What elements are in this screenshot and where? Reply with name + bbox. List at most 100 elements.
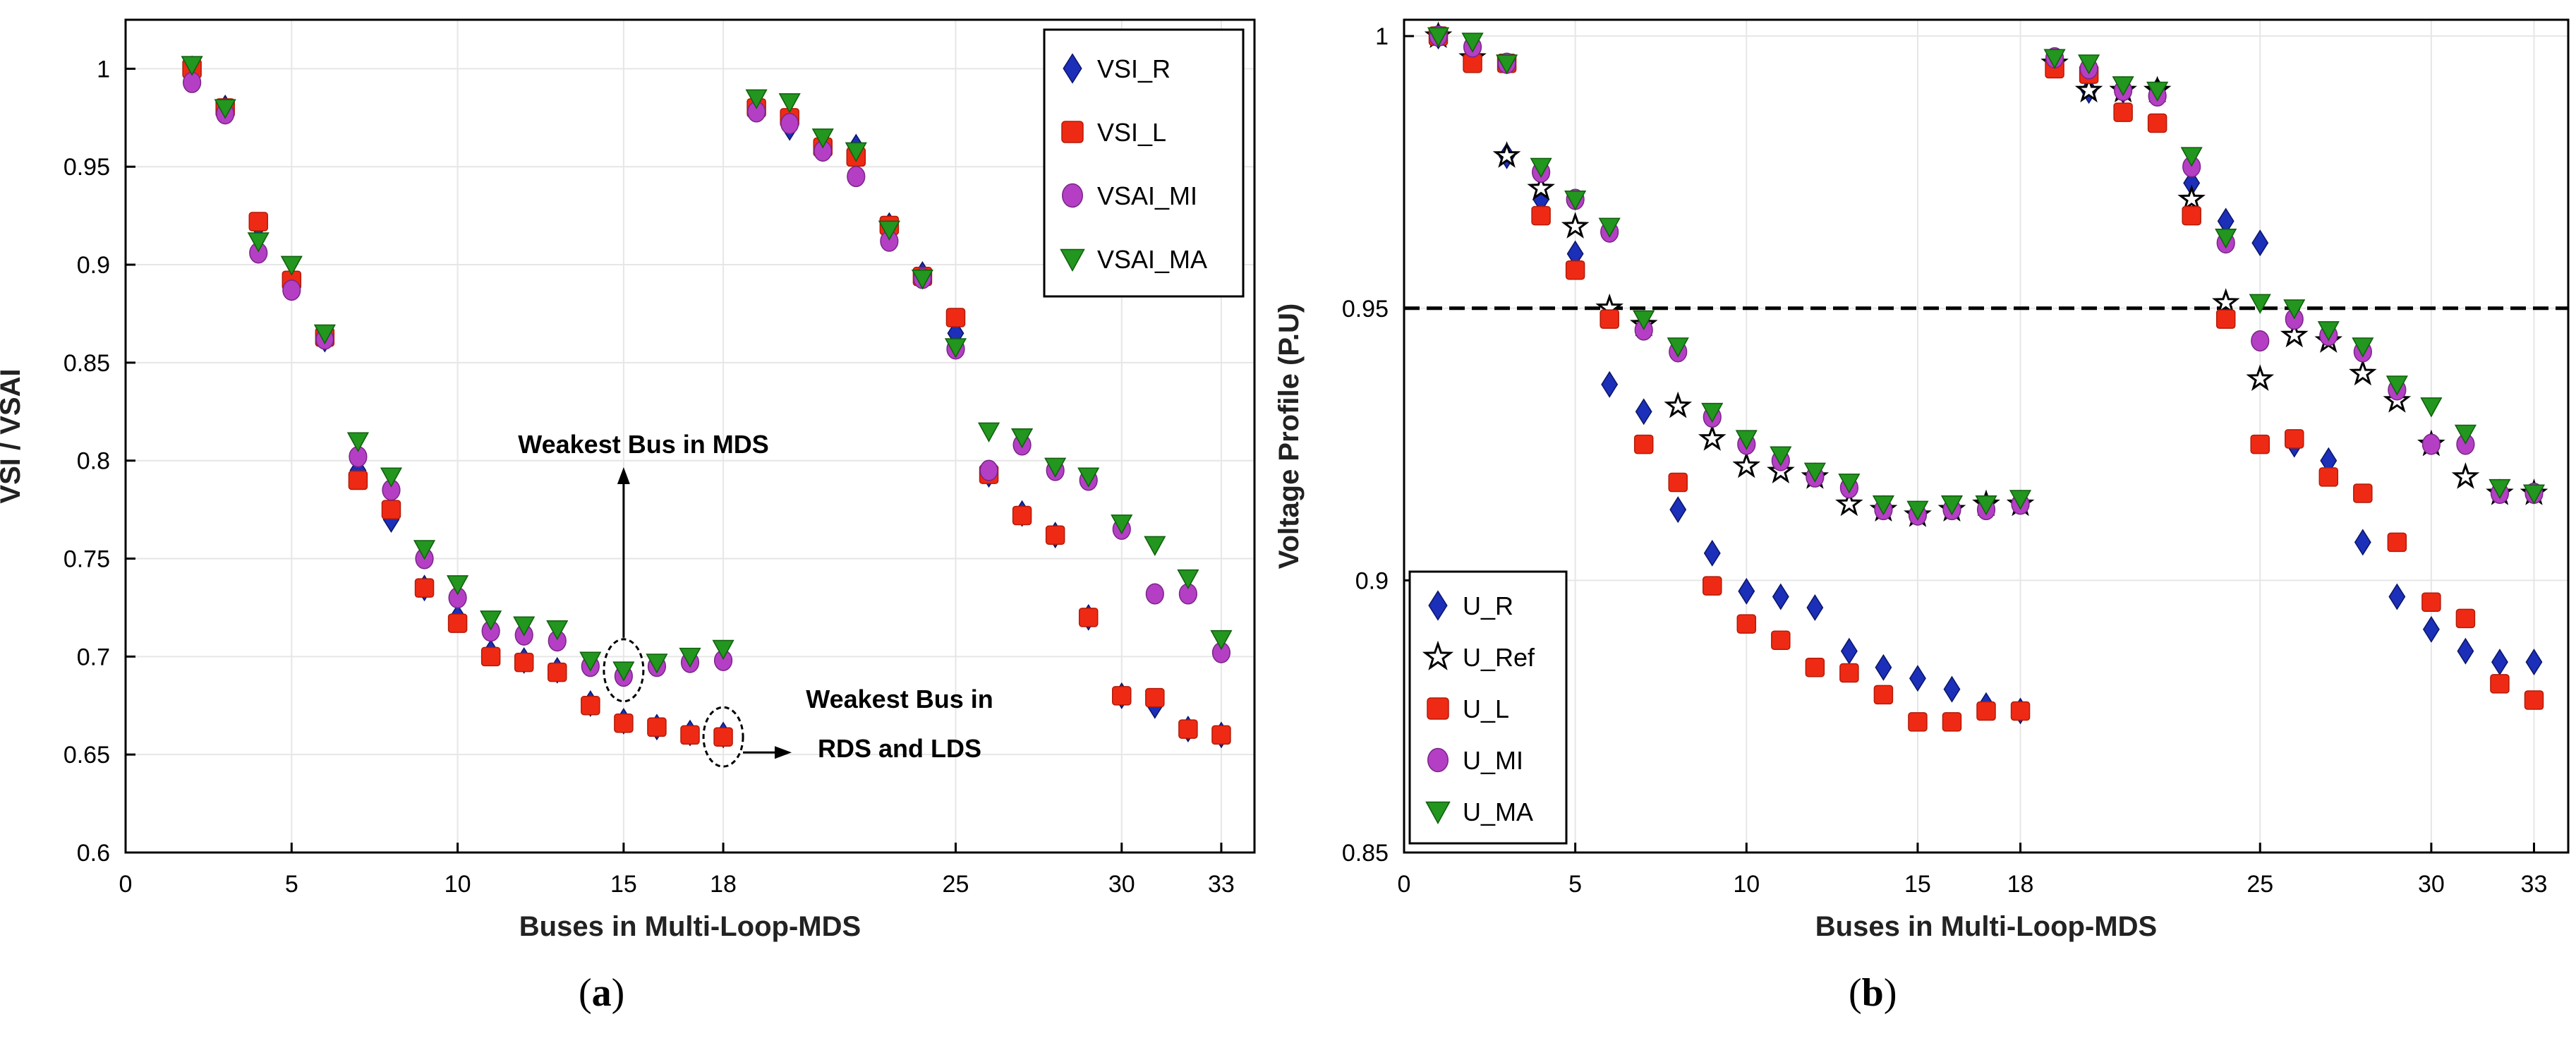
- data-point: [1736, 614, 1757, 634]
- data-point: [1598, 217, 1621, 238]
- data-point: [2317, 321, 2340, 342]
- data-point: [2074, 76, 2103, 103]
- data-point: [480, 610, 502, 631]
- data-point: [1044, 457, 1067, 478]
- legend-marker: [1428, 590, 1448, 621]
- data-point: [546, 620, 569, 641]
- data-point: [513, 616, 536, 637]
- data-point: [2010, 701, 2031, 721]
- data-point: [1664, 391, 1693, 418]
- x-tick-label: 33: [2521, 871, 2548, 898]
- legend-label: U_R: [1463, 591, 1513, 620]
- data-point: [413, 540, 436, 560]
- data-point: [313, 324, 336, 345]
- data-point: [2113, 102, 2133, 122]
- data-point: [614, 713, 634, 733]
- data-point: [1805, 658, 1825, 677]
- data-point: [2215, 309, 2236, 329]
- legend-label: VSAI_MI: [1097, 181, 1197, 210]
- data-point: [1806, 594, 1824, 621]
- data-point: [2280, 320, 2309, 348]
- data-point: [1112, 686, 1132, 706]
- data-point: [945, 308, 966, 327]
- data-point: [348, 470, 368, 490]
- data-point: [1530, 157, 1552, 179]
- data-point: [1461, 32, 1484, 53]
- data-point: [2246, 364, 2275, 391]
- data-point: [214, 99, 236, 119]
- data-point: [1873, 685, 1894, 705]
- annotation-rds-1: Weakest Bus in: [806, 685, 993, 713]
- data-point: [2249, 294, 2271, 314]
- data-point: [1012, 505, 1032, 526]
- data-point: [2490, 674, 2510, 694]
- legend-marker: [1063, 53, 1082, 84]
- data-point: [680, 725, 700, 745]
- data-point: [1600, 309, 1619, 329]
- y-tick-label: 0.65: [64, 742, 110, 769]
- data-point: [1835, 489, 1863, 517]
- panel-label-b: (b): [1849, 971, 1897, 1015]
- data-point: [1940, 495, 1964, 516]
- data-point: [1561, 212, 1590, 239]
- panel-label-a: (a): [579, 971, 625, 1015]
- x-axis-label: Buses in Multi-Loop-MDS: [1815, 911, 2157, 942]
- data-point: [1703, 576, 1722, 596]
- x-tick-label: 10: [1733, 871, 1760, 898]
- data-point: [1177, 569, 1199, 590]
- x-tick-label: 5: [1568, 871, 1582, 898]
- y-tick-label: 0.6: [77, 840, 110, 867]
- data-point: [911, 270, 933, 290]
- data-point: [280, 255, 303, 276]
- data-point: [1045, 525, 1065, 545]
- data-point: [780, 113, 799, 135]
- arrow-rds-head: [775, 746, 792, 759]
- y-tick-label: 0.7: [77, 644, 110, 670]
- data-point: [1178, 719, 1198, 739]
- data-point: [1701, 402, 1724, 423]
- data-point: [2421, 592, 2441, 612]
- data-point: [1077, 467, 1100, 488]
- x-tick-label: 30: [2418, 871, 2445, 898]
- data-point: [1633, 310, 1655, 331]
- data-point: [2352, 337, 2374, 358]
- data-point: [2454, 424, 2477, 445]
- data-point: [647, 717, 667, 737]
- x-tick-label: 0: [1398, 871, 1411, 898]
- data-point: [2250, 434, 2270, 454]
- data-point: [2385, 375, 2408, 396]
- data-point: [2283, 299, 2306, 320]
- data-point: [1771, 630, 1791, 650]
- data-point: [2211, 288, 2240, 315]
- axes-frame: [1403, 18, 2570, 854]
- data-point: [2078, 54, 2100, 75]
- y-tick-label: 1: [1375, 23, 1389, 50]
- y-axis-label: Voltage Profile (P.U): [1274, 303, 1305, 569]
- x-tick-label: 18: [2007, 871, 2034, 898]
- x-tick-label: 33: [1208, 871, 1235, 898]
- y-tick-label: 0.8: [77, 448, 110, 475]
- data-point: [2457, 637, 2474, 665]
- data-point: [248, 212, 268, 231]
- data-point: [581, 696, 600, 716]
- annotation-mds: Weakest Bus in MDS: [518, 430, 768, 459]
- data-point: [2489, 478, 2511, 500]
- data-point: [1839, 663, 1859, 683]
- data-point: [1531, 205, 1551, 226]
- legend-marker: [1061, 121, 1084, 143]
- axes-frame: [124, 18, 1256, 854]
- data-point: [1669, 496, 1687, 524]
- data-point: [1770, 446, 1792, 466]
- data-point: [1875, 654, 1892, 681]
- data-point: [1211, 725, 1231, 745]
- data-point: [447, 575, 469, 596]
- data-point: [514, 652, 534, 673]
- data-point: [2421, 433, 2441, 455]
- x-tick-label: 15: [1904, 871, 1931, 898]
- data-point: [1732, 451, 1761, 478]
- x-tick-label: 25: [2247, 871, 2273, 898]
- data-point: [2251, 330, 2270, 352]
- data-point: [1908, 712, 1928, 732]
- data-point: [1496, 54, 1518, 75]
- data-point: [2177, 184, 2206, 212]
